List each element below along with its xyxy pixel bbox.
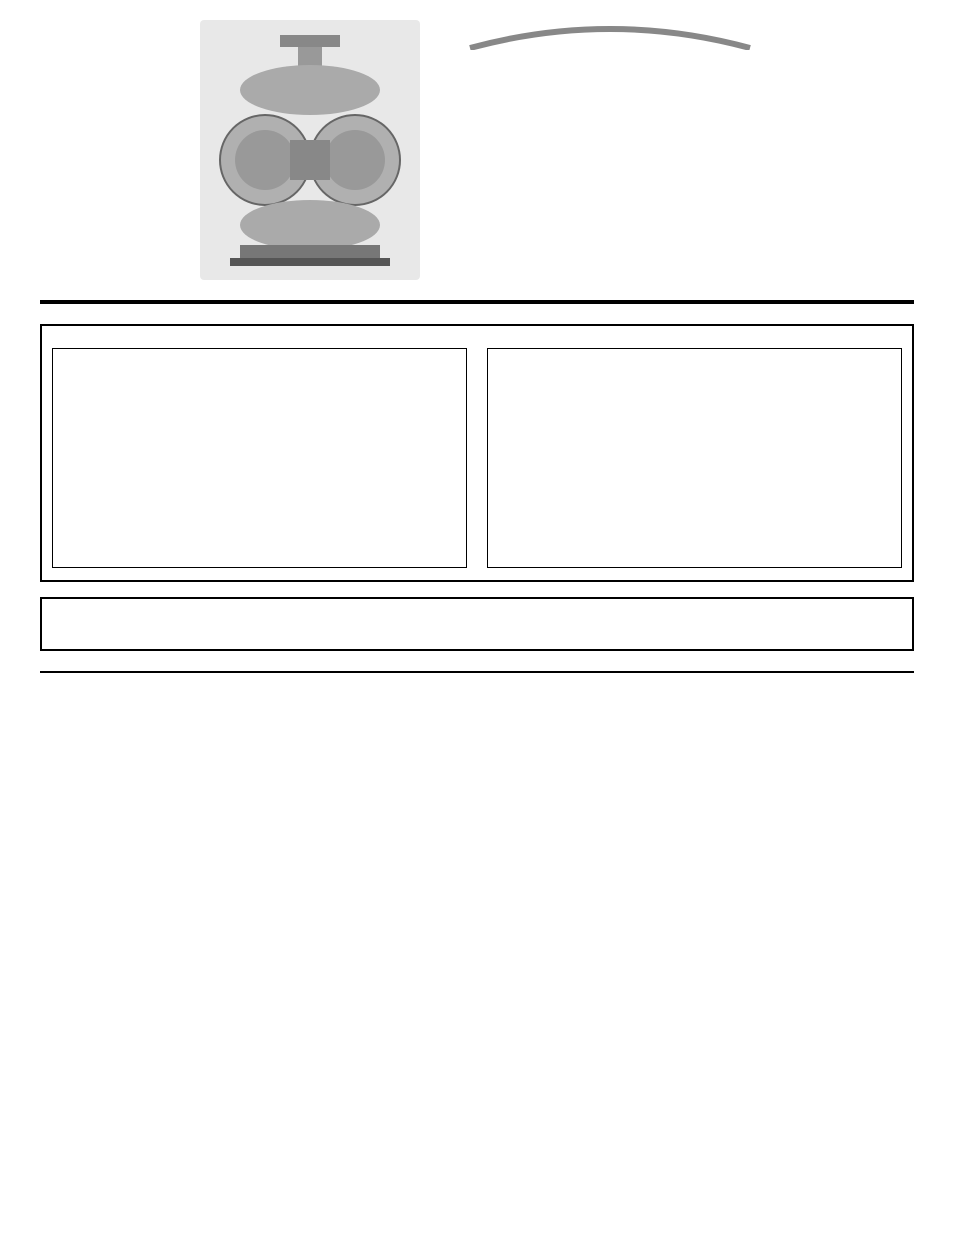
chart2-info (762, 356, 892, 366)
pump-product-image (200, 20, 420, 280)
performance-chart-metric (487, 346, 902, 570)
idex-logo (40, 150, 180, 173)
brand-arc-icon (460, 20, 760, 50)
chart1-info (327, 356, 457, 366)
certification-block (40, 20, 180, 280)
brand-header (440, 20, 914, 280)
materials-section (40, 597, 914, 651)
performance-chart-imperial (52, 346, 467, 570)
performance-section (40, 324, 914, 582)
spec-summary-box (40, 300, 914, 304)
page-footer (40, 671, 914, 681)
